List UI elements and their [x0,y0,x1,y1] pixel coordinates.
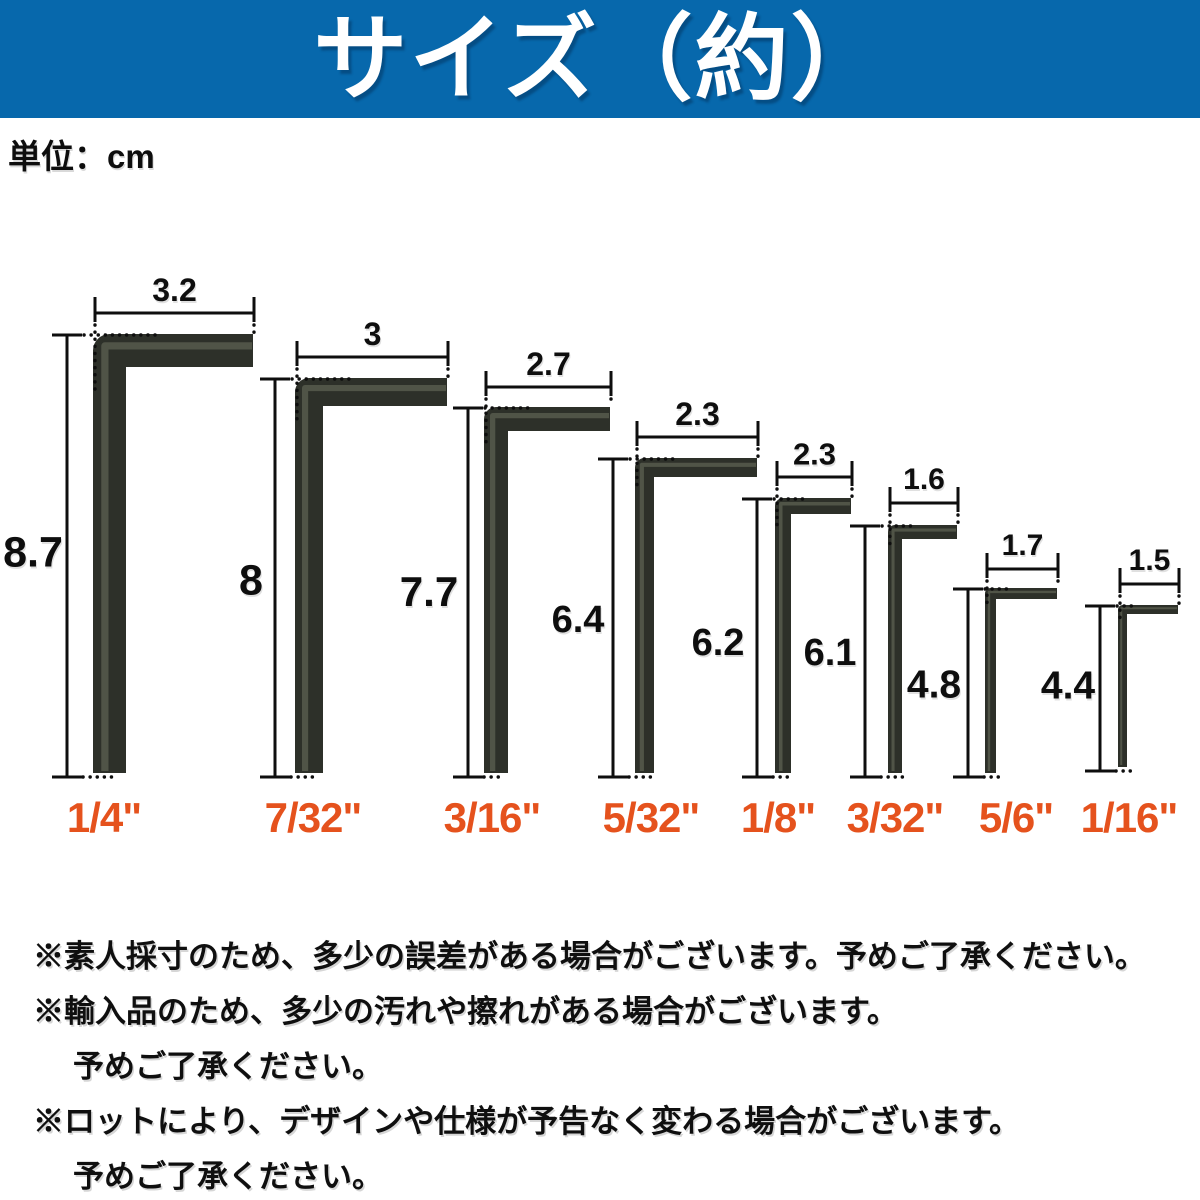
note-line: ※輸入品のため、多少の汚れや擦れがある場合がございます。 [33,994,898,1029]
width-dimension-label: 2.7 [526,346,571,382]
hex-wrench-shape [484,407,610,773]
width-dimension-label: 3 [363,316,382,352]
hex-wrench-bevel-highlight [490,413,609,771]
width-dimension-label: 1.6 [903,463,945,496]
hex-wrench-shape [93,334,253,773]
height-dimension-label: 4.4 [1040,664,1096,708]
width-dimension-label: 1.5 [1128,544,1171,577]
dimension-drawing-svg [52,297,1181,779]
hex-wrench-shape [775,498,851,773]
height-dimension-label: 7.7 [399,568,459,615]
hex-wrench-shape [635,458,757,773]
note-line: 予めご了承ください。 [73,1159,383,1194]
width-dimension-label: 3.2 [152,272,197,308]
unit-label: 単位：cm [8,138,155,175]
title-banner: サイズ（約） [0,0,1200,118]
hex-wrench-shape [888,525,957,773]
page-title: サイズ（約） [313,6,887,111]
hex-wrench-bevel-highlight [1120,607,1177,765]
hex-wrench-shape [295,378,447,773]
hex-wrench-group-2 [260,341,450,779]
height-dimension-label: 8 [239,556,263,605]
size-label-inch: 1/8" [740,794,816,841]
size-label-inch: 1/16" [1080,794,1179,841]
hex-wrench-group-3 [453,371,613,779]
hex-wrench-group-8 [1085,568,1181,773]
size-label-inch: 5/32" [602,794,701,841]
hex-wrench-bevel-highlight [639,462,756,771]
size-label-inch: 1/4" [66,794,142,841]
hex-wrench-bevel-highlight [891,528,956,771]
hex-wrench-group-6 [850,487,960,779]
height-dimension-label: 6.2 [691,622,745,664]
size-label-inch: 5/6" [978,794,1054,841]
size-label-inch: 7/32" [264,794,363,841]
hex-wrench-group-1 [52,297,256,779]
hex-wrench-group-4 [598,421,760,779]
height-dimension-label: 6.1 [803,632,857,674]
note-line: ※ロットにより、デザインや仕様が予告なく変わる場合がございます。 [33,1104,1021,1139]
width-dimension-label: 2.3 [675,396,720,432]
hex-wrench-group-5 [742,461,854,779]
hex-wrench-bevel-highlight [987,590,1056,771]
hex-wrench-group-7 [953,553,1060,779]
note-line: 予めご了承ください。 [73,1049,383,1084]
height-dimension-label: 4.8 [906,663,962,707]
width-dimension-label: 1.7 [1001,529,1044,562]
width-dimension-label: 2.3 [792,436,837,472]
hex-wrench-bevel-highlight [779,502,850,771]
hex-wrench-shape [1118,605,1178,767]
size-label-inch: 3/16" [443,794,542,841]
hex-wrench-bevel-highlight [301,384,446,771]
height-dimension-label: 6.4 [551,599,605,641]
note-line: ※素人採寸のため、多少の誤差がある場合がございます。予めご了承ください。 [33,939,1146,974]
size-label-inch: 3/32" [846,794,945,841]
height-dimension-label: 8.7 [3,528,63,577]
hex-wrench-bevel-highlight [101,342,252,771]
disclaimer-notes: ※素人採寸のため、多少の誤差がある場合がございます。予めご了承ください。 ※輸入品… [33,932,1183,1200]
hex-wrench-shape [985,588,1057,773]
